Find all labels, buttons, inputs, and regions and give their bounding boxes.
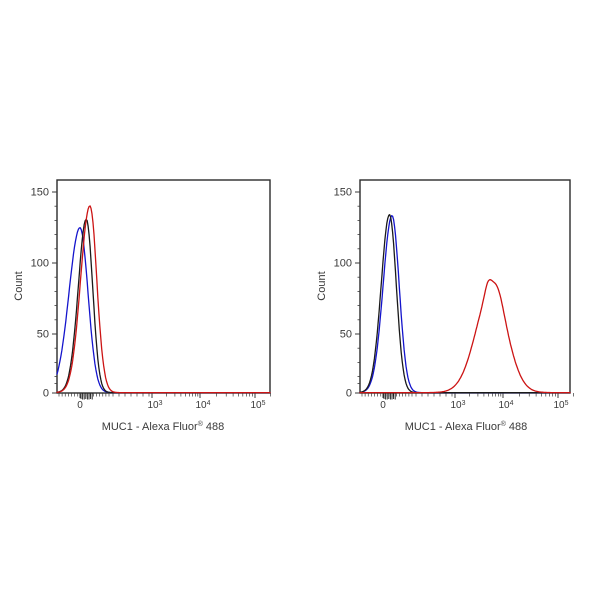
svg-text:150: 150 [31,187,49,199]
svg-text:150: 150 [334,187,352,199]
svg-text:MUC1 - Alexa Fluor® 488: MUC1 - Alexa Fluor® 488 [102,420,225,433]
svg-text:100: 100 [334,258,352,270]
svg-text:0: 0 [380,400,386,411]
svg-text:50: 50 [340,329,352,341]
svg-text:100: 100 [31,258,49,270]
svg-text:50: 50 [37,329,49,341]
svg-text:0: 0 [346,388,352,400]
svg-text:0: 0 [77,400,83,411]
svg-text:0: 0 [43,388,49,400]
svg-text:Count: Count [13,271,25,300]
svg-text:MUC1 - Alexa Fluor® 488: MUC1 - Alexa Fluor® 488 [405,420,528,433]
svg-text:Count: Count [316,271,328,300]
